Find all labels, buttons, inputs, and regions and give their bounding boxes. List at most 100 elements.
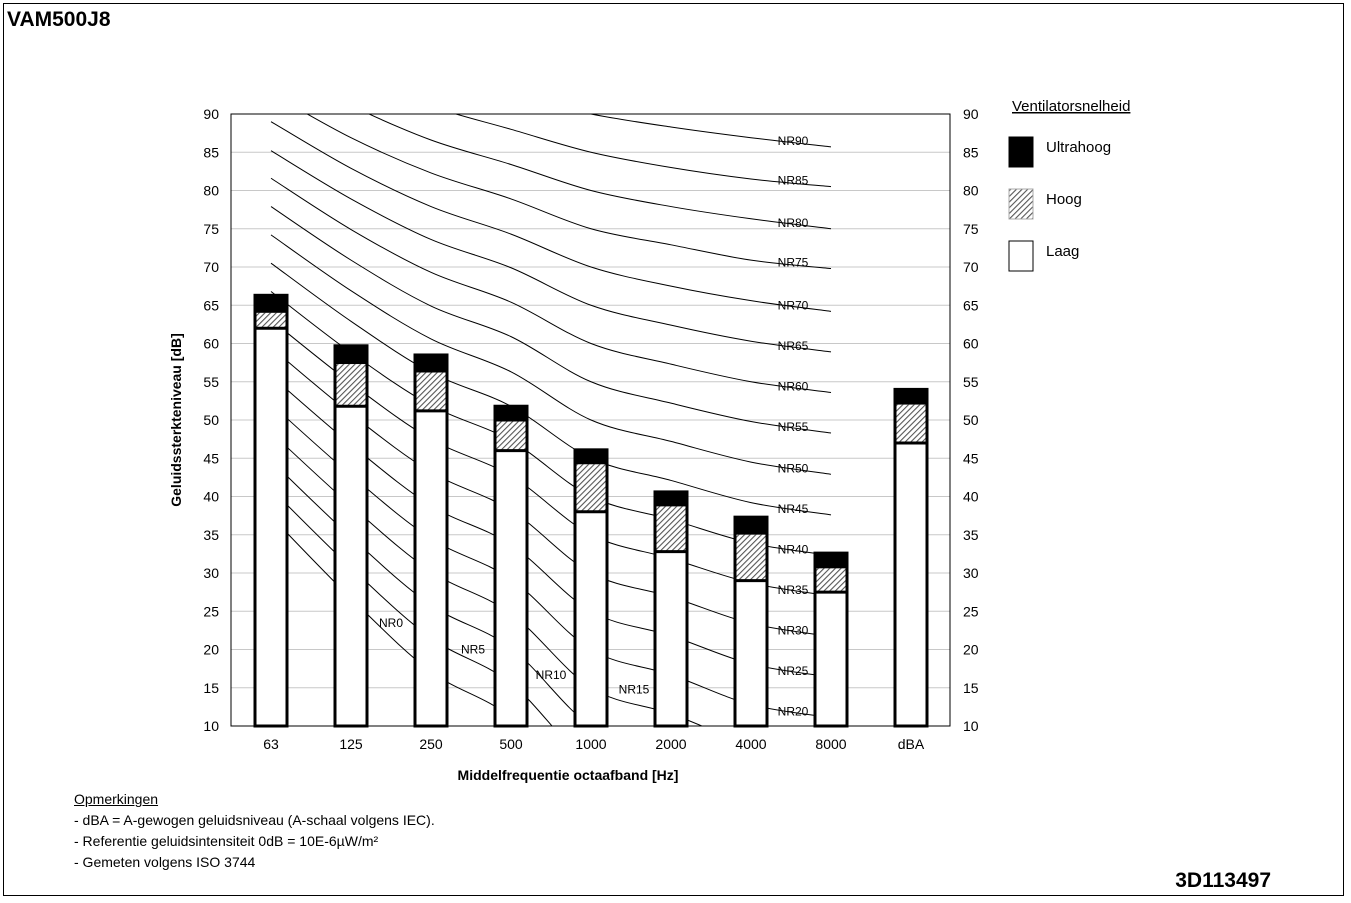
bar-segment-laag [735,580,767,726]
y-tick-label-right: 90 [963,106,979,122]
y-tick-label-left: 10 [203,718,219,734]
nr-label: NR0 [379,616,403,630]
bar-segment-hoog [255,312,287,329]
notes-line: - dBA = A-gewogen geluidsniveau (A-schaa… [74,812,435,828]
legend-label: Hoog [1046,191,1082,208]
y-tick-label-left: 75 [203,221,219,237]
bar-segment-hoog [575,464,607,512]
y-tick-label-left: 15 [203,680,219,696]
legend-swatch-hoog [1008,188,1034,220]
document-number: 3D113497 [1175,869,1271,892]
model-title: VAM500J8 [7,8,111,31]
x-tick-label: 8000 [815,736,846,752]
x-tick-label: dBA [898,736,925,752]
nr-curve [270,206,832,434]
y-tick-label-right: 35 [963,527,979,543]
nr-label: NR40 [778,542,809,556]
y-tick-label-left: 45 [203,450,219,466]
nr-curve [270,177,832,393]
y-tick-label-left: 60 [203,336,219,352]
nr-label: NR20 [778,705,809,719]
nr-label: NR60 [778,379,809,393]
bar-segment-hoog [415,372,447,411]
nr-label: NR65 [778,339,809,353]
nr-label: NR55 [778,420,809,434]
y-tick-label-left: 85 [203,144,219,160]
nr-label: NR30 [778,623,809,637]
nr-label: NR35 [778,583,809,597]
nr-label: NR15 [619,683,650,697]
y-tick-label-right: 50 [963,412,979,428]
nr-label: NR75 [778,256,809,270]
nr-curve [453,114,832,188]
y-tick-label-left: 30 [203,565,219,581]
bar-segment-laag [335,406,367,726]
y-tick-label-right: 25 [963,603,979,619]
x-tick-label: 4000 [735,736,766,752]
y-tick-label-left: 65 [203,297,219,313]
notes-line: - Gemeten volgens ISO 3744 [74,854,256,870]
y-tick-label-left: 80 [203,183,219,199]
bar-segment-laag [655,551,687,726]
nr-curve [270,121,832,312]
x-tick-label: 2000 [655,736,686,752]
nr-curve [588,114,832,148]
bar-segment-ultrahoog [335,345,367,365]
notes-line: - Referentie geluidsintensiteit 0dB = 10… [74,833,379,849]
legend: Ventilatorsnelheid Ultrahoog Hoog Laag [1008,98,1130,272]
nr-label: NR25 [778,664,809,678]
legend-title: Ventilatorsnelheid [1012,98,1130,115]
page-frame [3,3,1344,896]
bar-segment-laag [255,328,287,726]
y-tick-label-left: 90 [203,106,219,122]
bars [253,293,929,728]
bar-segment-hoog [735,534,767,581]
nr-curve [306,114,832,270]
y-tick-label-left: 40 [203,489,219,505]
bar-segment-ultrahoog [735,517,767,535]
legend-swatch-ultrahoog [1008,136,1034,168]
y-tick-label-right: 40 [963,489,979,505]
y-tick-label-right: 60 [963,336,979,352]
y-tick-label-right: 30 [963,565,979,581]
y-tick-label-right: 80 [963,183,979,199]
y-tick-label-right: 75 [963,221,979,237]
nr-curve [270,262,832,516]
y-tick-label-right: 10 [963,718,979,734]
axes: 10 10 15 15 20 20 25 25 30 30 35 35 40 40 45 45 50 50 55 55… [168,106,979,783]
bar-segment-hoog [815,568,847,593]
bar-segment-ultrahoog [575,449,607,465]
y-tick-label-right: 45 [963,450,979,466]
bar-segment-laag [895,442,927,726]
y-tick-label-right: 85 [963,144,979,160]
y-tick-label-left: 35 [203,527,219,543]
bar-segment-ultrahoog [255,295,287,313]
bar-segment-ultrahoog [815,553,847,569]
bar-segment-hoog [655,506,687,552]
x-axis-title: Middelfrequentie octaafband [Hz] [458,767,679,783]
nr-label: NR45 [778,502,809,516]
bar-segment-laag [815,592,847,726]
plot-border [230,113,951,727]
y-tick-label-right: 70 [963,259,979,275]
nr-label: NR80 [778,216,809,230]
bar-segment-laag [415,410,447,726]
y-tick-label-right: 20 [963,642,979,658]
nr-label: NR10 [536,668,567,682]
bar-segment-hoog [335,364,367,407]
x-tick-label: 500 [499,736,523,752]
bar-segment-ultrahoog [495,406,527,422]
nr-curve-labels: NR90 NR85 NR80 NR75 NR70 NR65 NR60 NR55 NR50 NR45… [379,134,809,719]
nr-label: NR85 [778,174,809,188]
x-tick-label: 63 [263,736,279,752]
bar-segment-ultrahoog [895,389,927,405]
legend-label: Laag [1046,243,1079,260]
notes-title: Opmerkingen [74,791,159,807]
y-tick-label-right: 65 [963,297,979,313]
nr-label: NR70 [778,298,809,312]
y-tick-label-left: 70 [203,259,219,275]
bar-segment-hoog [895,404,927,443]
y-tick-label-left: 25 [203,603,219,619]
nr-label: NR5 [461,643,485,657]
